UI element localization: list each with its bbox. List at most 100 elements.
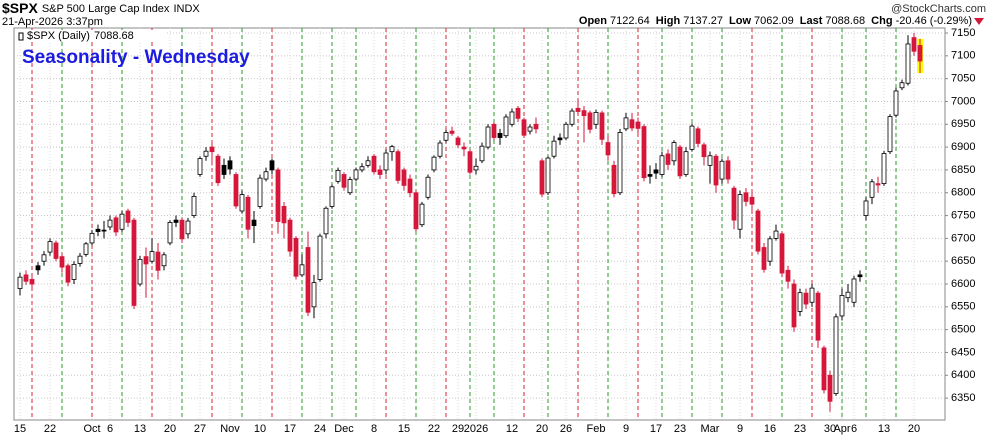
candle-body: [893, 90, 899, 116]
candle-body: [695, 128, 701, 144]
y-tick-label: 6700: [951, 232, 975, 244]
candle-body: [671, 142, 677, 162]
candle-body: [725, 160, 731, 180]
quote: Open 7122.64 High 7137.27 Low 7062.09 Last 7088…: [579, 15, 972, 27]
candle-body: [887, 116, 893, 153]
candle-body: [743, 192, 749, 202]
candle-body: [755, 210, 761, 252]
x-tick-label: Mar: [701, 423, 720, 435]
candle-body: [749, 196, 755, 205]
candle-body: [197, 158, 203, 175]
y-tick-label: 6750: [951, 209, 975, 221]
candle-body: [707, 155, 713, 166]
candle-body: [149, 251, 155, 262]
candle-body: [491, 123, 497, 138]
candle-body: [713, 155, 719, 186]
candle-body: [65, 265, 71, 283]
candle-body: [779, 233, 785, 274]
quote-value: 7137.27: [683, 15, 723, 27]
candle-body: [365, 160, 371, 166]
index-name: S&P 500 Large Cap Index: [42, 3, 170, 15]
candle-body: [323, 207, 329, 235]
quote-label: Low: [729, 15, 751, 27]
down-arrow: [974, 18, 984, 25]
candle-body: [629, 119, 635, 129]
x-tick-label: 17: [650, 423, 662, 435]
exchange: INDX: [173, 3, 200, 15]
candle-body: [95, 228, 101, 232]
candle-body: [113, 217, 119, 233]
y-tick-label: 6800: [951, 187, 975, 199]
candle-body: [251, 219, 257, 226]
candle-body: [785, 269, 791, 282]
x-tick-label: Dec: [334, 423, 354, 435]
candle-body: [413, 192, 419, 230]
candle-body: [611, 164, 617, 195]
candle-body: [17, 276, 23, 289]
candle-body: [533, 123, 539, 130]
candle-body: [341, 174, 347, 188]
quote-label: Open: [579, 15, 607, 27]
quote-value: 7122.64: [610, 15, 650, 27]
candle-body: [353, 169, 359, 180]
candle-body: [419, 203, 425, 226]
candle-body: [869, 181, 875, 198]
x-tick-label: Feb: [587, 423, 606, 435]
candle-body: [641, 126, 647, 179]
candle-body: [53, 242, 59, 259]
candle-body: [845, 291, 851, 299]
x-tick-label: 12: [506, 423, 518, 435]
candle-body: [77, 255, 83, 264]
x-tick-label: 22: [44, 423, 56, 435]
candle-body: [857, 274, 863, 278]
x-tick-label: 20: [164, 423, 176, 435]
candle-body: [653, 169, 659, 174]
candle-body: [659, 155, 665, 175]
candle-body: [137, 258, 143, 285]
candle-body: [299, 264, 305, 276]
x-tick-label: 24: [314, 423, 326, 435]
x-tick-label: 29: [452, 423, 464, 435]
candle-body: [809, 287, 815, 303]
candle-body: [395, 151, 401, 181]
candle-body: [797, 292, 803, 312]
candle-body: [371, 155, 377, 173]
candle-body: [881, 153, 887, 185]
timestamp: 21-Apr-2026 3:37pm: [2, 16, 103, 28]
candle-body: [467, 151, 473, 173]
candle-body: [911, 37, 917, 52]
candle-body: [455, 137, 461, 146]
y-tick-label: 6600: [951, 278, 975, 290]
candle-body: [515, 107, 521, 119]
candle-body: [821, 347, 827, 391]
candle-body: [389, 146, 395, 153]
candle-body: [833, 316, 839, 394]
candle-body: [449, 130, 455, 134]
candle-body: [485, 126, 491, 148]
candle-body: [635, 121, 641, 129]
plot-frame: [13, 27, 946, 421]
legend-bg: [17, 30, 167, 42]
candle-body: [305, 247, 311, 313]
y-tick-label: 6450: [951, 346, 975, 358]
candle-body: [917, 45, 923, 62]
y-tick-label: 6950: [951, 118, 975, 130]
candle-body: [155, 251, 161, 271]
x-tick-label: 8: [371, 423, 377, 435]
candle-body: [827, 374, 833, 402]
candle-body: [263, 171, 269, 180]
candle-body: [539, 160, 545, 195]
candle-body: [899, 82, 905, 89]
change-label: Chg: [871, 15, 892, 27]
candle-body: [701, 144, 707, 158]
candle-body: [545, 157, 551, 194]
candle-body: [311, 282, 317, 308]
candle-body: [203, 150, 209, 157]
x-tick-label: Apr: [833, 423, 850, 435]
candle-body: [383, 152, 389, 171]
legend: $SPX (Daily) 7088.68: [17, 30, 167, 42]
candle-body: [293, 237, 299, 277]
x-tick-label: 23: [794, 423, 806, 435]
x-tick-label: 9: [737, 423, 743, 435]
quote-label: High: [656, 15, 681, 27]
